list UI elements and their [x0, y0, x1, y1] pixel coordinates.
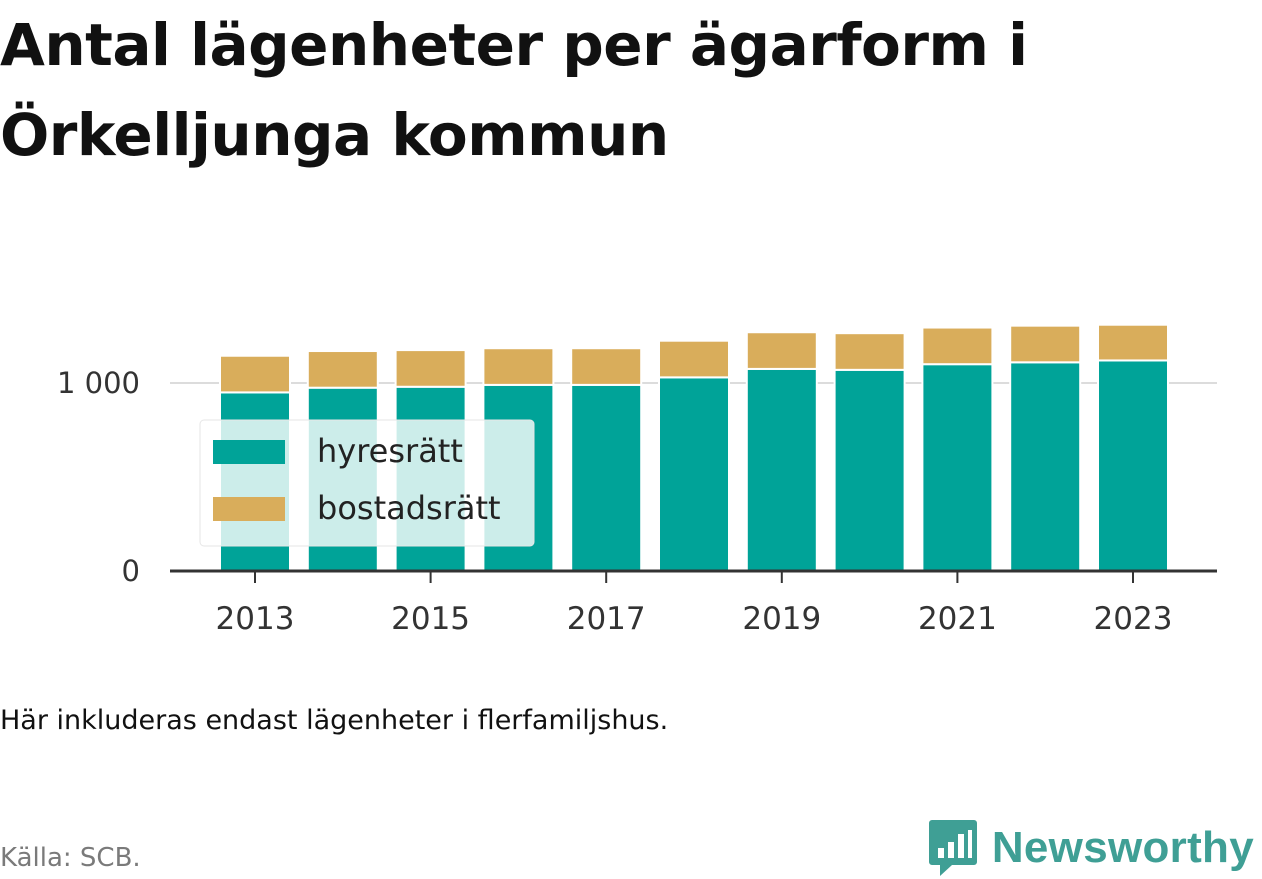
legend: hyresrätt bostadsrätt: [199, 419, 535, 547]
stacked-bar-chart: hyresrätt bostadsrätt 0 1 000 2013 2015 2017 2…: [57, 323, 1217, 637]
bar-chart-speech-bubble-icon: [928, 820, 977, 876]
x-tick-label: 2017: [567, 601, 646, 637]
bar-2018-bostadsrätt: [658, 339, 730, 379]
legend-label: bostadsrätt: [317, 489, 501, 527]
bar-2023-bostadsrätt: [1097, 323, 1169, 362]
x-tick-label: 2019: [742, 601, 821, 637]
bar-2019-bostadsrätt: [745, 331, 818, 370]
legend-swatch: [213, 497, 285, 521]
bar-2017-hyresrätt: [570, 383, 643, 572]
bar-2020-bostadsrätt: [833, 332, 906, 371]
axes: 0 1 000 2013 2015 2017 2019 2021 2023: [57, 366, 1217, 637]
bar-2013-bostadsrätt: [219, 354, 291, 394]
bar-2019-hyresrätt: [745, 367, 818, 573]
bar-2023-hyresrätt: [1097, 359, 1169, 572]
bar-2021-bostadsrätt: [921, 326, 994, 366]
bar-2022-bostadsrätt: [1009, 324, 1082, 364]
bar-2018-hyresrätt: [658, 376, 730, 572]
bar-2017-bostadsrätt: [570, 347, 643, 386]
brand-logo: Newsworthy: [928, 818, 1254, 878]
source-label: Källa: SCB.: [0, 843, 141, 873]
bar-2014-bostadsrätt: [306, 350, 379, 389]
x-tick-label: 2023: [1094, 601, 1173, 637]
bar-2021-hyresrätt: [921, 363, 994, 572]
bar-2020-hyresrätt: [833, 368, 906, 572]
brand-name: Newsworthy: [991, 823, 1254, 872]
x-tick-label: 2013: [216, 601, 295, 637]
x-tick-label: 2021: [918, 601, 997, 637]
bar-2016-bostadsrätt: [482, 347, 555, 386]
bar-2015-bostadsrätt: [394, 349, 467, 388]
y-tick-label: 1 000: [57, 366, 140, 400]
chart-title: Antal lägenheter per ägarform i Örkellju…: [0, 11, 1028, 169]
legend-swatch: [213, 440, 285, 464]
x-tick-label: 2015: [391, 601, 470, 637]
legend-label: hyresrätt: [317, 432, 463, 470]
bar-2022-hyresrätt: [1009, 361, 1082, 572]
y-tick-label: 0: [122, 554, 140, 588]
chart-note: Här inkluderas endast lägenheter i flerf…: [0, 705, 669, 736]
